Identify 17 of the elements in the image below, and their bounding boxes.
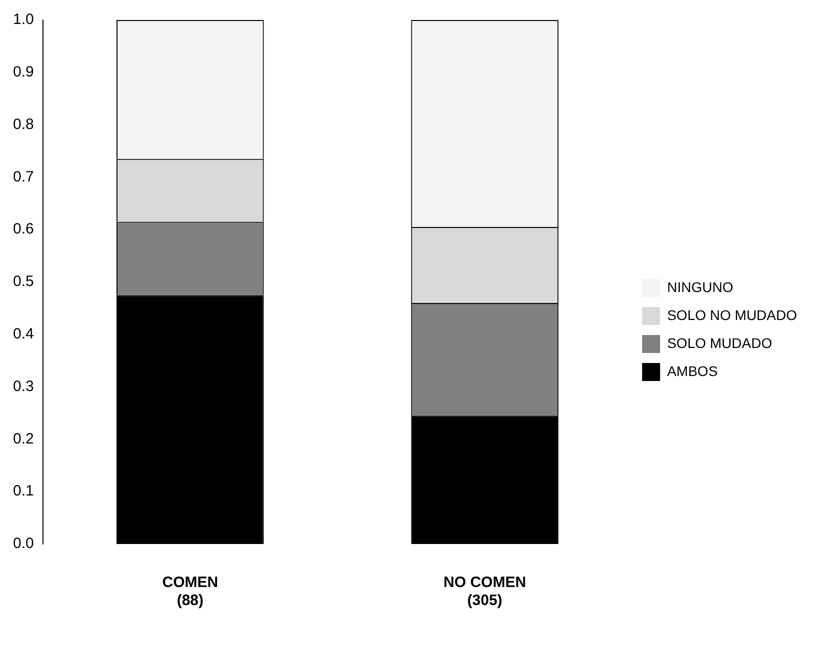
x-tick-label: COMEN (88) [162, 574, 218, 610]
y-tick-label: 0.9 [12, 64, 34, 81]
y-tick-label: 0.1 [12, 482, 34, 500]
x-tick-label: NO COMEN (305) [444, 574, 526, 610]
legend-label: NINGUNO [667, 278, 734, 295]
legend-label: SOLO NO MUDADO [667, 306, 798, 323]
legend-label: SOLO MUDADO [667, 334, 772, 351]
y-tick-label: 0.5 [12, 273, 34, 290]
y-tick-label: 0.8 [12, 116, 34, 133]
legend-label: AMBOS [667, 362, 718, 379]
y-tick-label: 0.6 [12, 220, 34, 238]
y-tick-label: 0.2 [12, 430, 34, 448]
y-tick-label: 1.0 [12, 11, 34, 28]
y-tick-label: 0.0 [12, 535, 34, 552]
y-tick-label: 0.4 [12, 326, 34, 343]
y-tick-label: 0.3 [12, 378, 34, 395]
y-tick-label: 0.7 [12, 168, 34, 186]
